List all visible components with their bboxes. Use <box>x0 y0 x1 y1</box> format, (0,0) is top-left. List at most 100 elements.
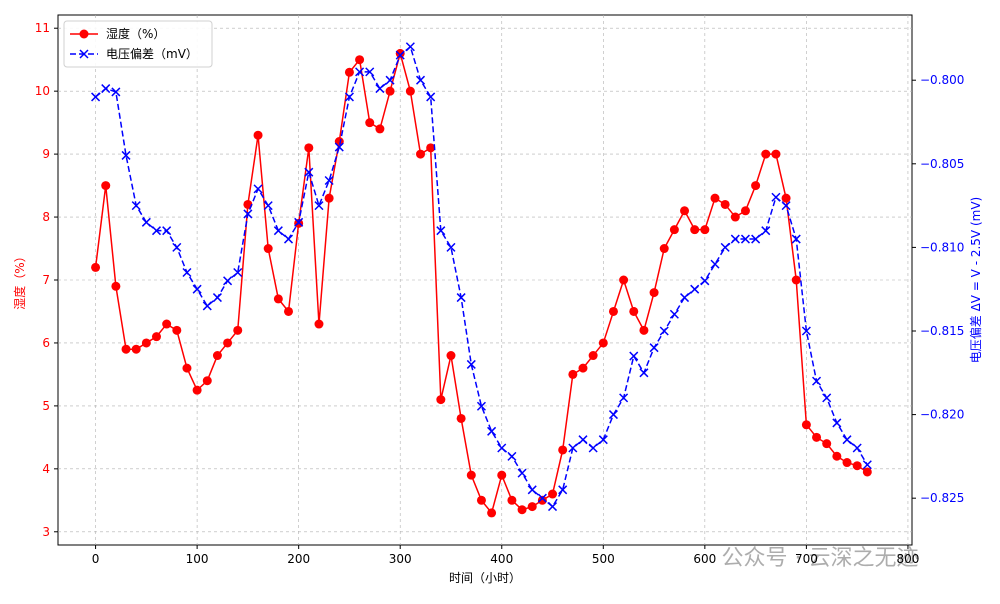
marker <box>162 319 172 329</box>
marker <box>781 193 791 203</box>
marker <box>212 293 222 303</box>
marker <box>182 363 192 373</box>
marker <box>862 460 872 470</box>
marker <box>344 92 354 102</box>
marker <box>466 470 476 480</box>
x-tick-label: 100 <box>186 552 209 566</box>
marker <box>436 395 446 405</box>
marker <box>822 439 832 449</box>
marker <box>507 495 517 505</box>
marker <box>791 275 801 285</box>
marker <box>588 351 598 361</box>
marker <box>324 193 334 203</box>
marker <box>101 84 111 94</box>
marker <box>365 118 375 128</box>
marker <box>456 293 466 303</box>
x-tick-label: 0 <box>92 552 100 566</box>
series-line <box>95 45 868 508</box>
marker <box>862 467 872 477</box>
marker <box>740 206 750 216</box>
marker <box>852 443 862 453</box>
x-tick-label: 700 <box>795 552 818 566</box>
y2-tick-label: −0.820 <box>920 408 964 422</box>
y-tick-label: 5 <box>42 399 50 413</box>
x-tick-label: 600 <box>693 552 716 566</box>
marker <box>822 393 832 403</box>
marker <box>527 485 537 495</box>
y2-tick-label: −0.810 <box>920 240 964 254</box>
marker <box>771 192 781 202</box>
marker <box>639 325 649 335</box>
marker <box>558 485 568 495</box>
marker <box>121 344 131 354</box>
marker <box>608 306 618 316</box>
marker <box>395 50 405 60</box>
marker <box>629 306 639 316</box>
marker <box>476 495 486 505</box>
marker <box>273 226 283 236</box>
marker <box>223 338 233 348</box>
marker <box>466 359 476 369</box>
y2-tick-label: −0.825 <box>920 491 964 505</box>
marker <box>131 344 141 354</box>
marker <box>548 489 558 499</box>
y2-tick-label: −0.800 <box>920 73 964 87</box>
marker <box>426 143 436 153</box>
marker <box>669 225 679 235</box>
marker <box>273 294 283 304</box>
x-axis-label: 时间（小时） <box>449 571 521 585</box>
marker <box>111 87 121 97</box>
legend-marker <box>79 29 89 39</box>
marker <box>385 86 395 96</box>
marker <box>791 234 801 244</box>
marker <box>355 55 365 65</box>
marker <box>720 242 730 252</box>
marker <box>578 363 588 373</box>
marker <box>355 67 365 77</box>
legend-label: 湿度（%） <box>106 26 165 41</box>
y-tick-label: 4 <box>42 462 50 476</box>
marker <box>141 338 151 348</box>
marker <box>771 149 781 159</box>
marker <box>700 225 710 235</box>
marker <box>730 234 740 244</box>
marker <box>172 325 182 335</box>
marker <box>476 401 486 411</box>
marker <box>527 502 537 512</box>
marker <box>497 470 507 480</box>
marker <box>253 130 263 140</box>
marker <box>121 150 131 160</box>
marker <box>497 443 507 453</box>
marker <box>385 75 395 85</box>
marker <box>223 276 233 286</box>
marker <box>233 267 243 278</box>
marker <box>730 212 740 222</box>
y-tick-label: 9 <box>42 147 50 161</box>
marker <box>314 201 324 211</box>
marker <box>284 306 294 316</box>
marker <box>842 458 852 468</box>
marker <box>812 432 822 442</box>
y-tick-label: 6 <box>42 336 50 350</box>
x-tick-label: 800 <box>896 552 919 566</box>
marker <box>131 201 141 211</box>
marker <box>537 493 547 503</box>
y-tick-label: 11 <box>35 21 50 35</box>
y-tick-label: 7 <box>42 273 50 287</box>
marker <box>558 445 568 455</box>
marker <box>517 505 527 515</box>
marker <box>456 413 466 423</box>
marker <box>436 226 446 236</box>
watermark: 公众号 · 云深之无迹 <box>722 546 919 571</box>
x-tick-label: 200 <box>287 552 310 566</box>
marker <box>405 42 415 52</box>
marker <box>669 309 679 319</box>
marker <box>507 451 517 461</box>
marker <box>182 267 192 278</box>
marker <box>619 275 629 285</box>
legend-box <box>63 20 213 68</box>
marker <box>304 167 314 177</box>
marker <box>395 48 405 58</box>
marker <box>649 343 659 353</box>
marker <box>608 410 618 420</box>
